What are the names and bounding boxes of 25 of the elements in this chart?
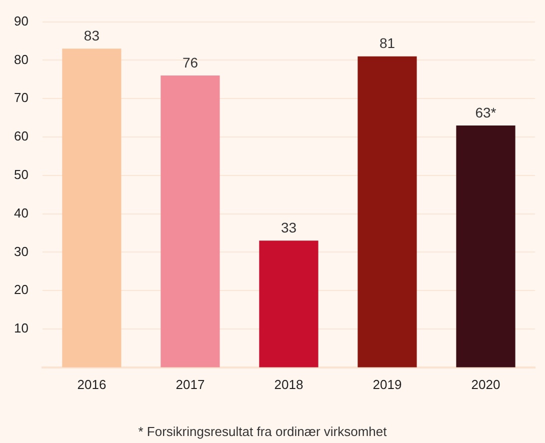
y-tick-label: 60 <box>14 128 28 144</box>
y-tick-label: 90 <box>14 13 28 28</box>
x-tick-label: 2017 <box>176 376 205 392</box>
y-tick-label: 40 <box>14 205 28 220</box>
y-tick-label: 30 <box>14 244 28 259</box>
y-tick-label: 70 <box>14 90 28 106</box>
y-tick-label: 50 <box>14 166 28 182</box>
x-tick-label: 2016 <box>77 376 106 392</box>
data-label: 63* <box>475 104 497 120</box>
bar <box>358 56 417 368</box>
y-tick-label: 10 <box>14 320 28 336</box>
bar <box>259 240 318 368</box>
bar <box>160 76 220 368</box>
text: * Forsikringsresultat fra ordinær virksomhet <box>138 424 388 440</box>
x-tick-label: 2020 <box>471 376 500 392</box>
bar <box>456 125 516 368</box>
x-tick-label: 2019 <box>372 376 402 392</box>
bar <box>62 48 122 368</box>
data-label: 83 <box>84 28 100 44</box>
x-tick-label: 2018 <box>274 376 304 392</box>
data-label: 81 <box>379 35 396 52</box>
data-label: 76 <box>182 54 198 70</box>
data-label: 33 <box>280 220 297 236</box>
y-tick-label: 80 <box>14 52 28 67</box>
y-tick-label: 20 <box>14 282 28 298</box>
